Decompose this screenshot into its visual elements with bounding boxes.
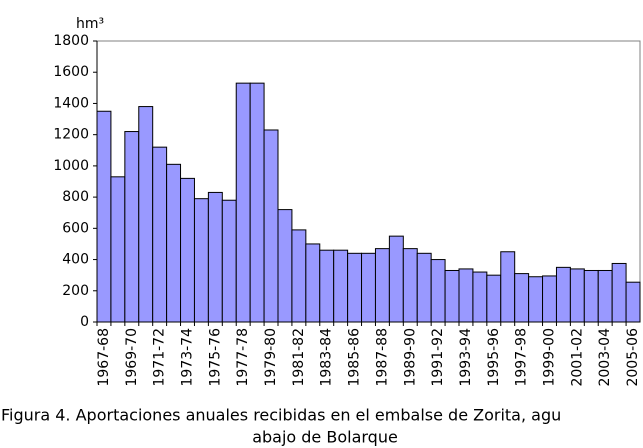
x-tick-label: 1979-80 <box>263 328 279 387</box>
y-tick-label: 800 <box>62 189 89 205</box>
bar <box>124 131 140 323</box>
bar <box>138 106 154 323</box>
y-tick-label: 0 <box>80 314 89 330</box>
bar <box>249 82 265 323</box>
bar <box>388 235 404 323</box>
x-tick-label: 1981-82 <box>291 328 307 387</box>
x-tick-label: 1973-74 <box>180 328 196 387</box>
x-tick-label: 1975-76 <box>207 328 223 387</box>
bar <box>361 252 376 323</box>
bar <box>500 251 516 323</box>
bar <box>402 248 418 323</box>
caption: abajo de Bolarque <box>252 428 398 447</box>
x-tick-label: 2005-06 <box>625 328 641 387</box>
bar <box>583 269 599 323</box>
bar <box>374 248 390 323</box>
bar <box>180 177 195 323</box>
bar <box>347 252 363 323</box>
bar <box>514 273 530 323</box>
x-tick-label: 2003-04 <box>597 328 613 387</box>
y-tick-label: 1400 <box>53 95 89 111</box>
x-tick-label: 1991-92 <box>430 328 446 387</box>
x-tick-label: 1999-00 <box>542 328 558 387</box>
y-tick-label: 1600 <box>53 64 89 80</box>
y-tick-label: 200 <box>62 283 89 299</box>
x-tick-label: 1995-96 <box>486 328 502 387</box>
bar <box>528 276 544 323</box>
bar <box>444 269 460 323</box>
x-tick-label: 1993-94 <box>458 328 474 387</box>
x-tick-label: 1997-98 <box>514 328 530 387</box>
x-tick-label: 1983-84 <box>319 328 335 387</box>
bar <box>430 259 446 323</box>
y-tick-label: 1800 <box>53 33 89 49</box>
x-tick-label: 1987-88 <box>374 328 390 387</box>
bar <box>319 249 335 323</box>
bar <box>542 275 557 323</box>
caption: Figura 4. Aportaciones anuales recibidas… <box>1 406 561 425</box>
bar <box>569 268 585 323</box>
bar <box>597 269 613 323</box>
bar <box>152 146 168 323</box>
bar <box>472 271 488 323</box>
bar <box>235 82 251 323</box>
y-tick-label: 1000 <box>53 158 89 174</box>
bar <box>333 249 349 323</box>
bar <box>193 198 209 323</box>
bar <box>305 243 321 323</box>
y-tick-label: 600 <box>62 220 89 236</box>
x-tick-label: 1967-68 <box>96 328 112 387</box>
unit-label: hm³ <box>76 16 104 32</box>
x-tick-label: 1971-72 <box>152 328 168 387</box>
x-tick-label: 2001-02 <box>569 328 585 387</box>
x-tick-label: 1969-70 <box>124 328 140 387</box>
bar <box>166 163 182 323</box>
bar <box>96 110 112 323</box>
bar <box>416 252 432 323</box>
bar <box>555 266 571 323</box>
bar <box>110 176 126 323</box>
bar <box>486 274 502 323</box>
bar <box>221 199 237 323</box>
bar <box>458 268 474 323</box>
y-tick-label: 1200 <box>53 127 89 143</box>
y-tick-label: 400 <box>62 252 89 268</box>
x-tick-label: 1989-90 <box>402 328 418 387</box>
bar <box>291 229 307 323</box>
bar <box>611 262 627 323</box>
x-tick-label: 1977-78 <box>235 328 251 387</box>
bar <box>625 281 641 323</box>
bar <box>207 191 223 323</box>
x-tick-label: 1985-86 <box>347 328 363 387</box>
bar <box>263 129 279 323</box>
bar <box>277 209 293 323</box>
